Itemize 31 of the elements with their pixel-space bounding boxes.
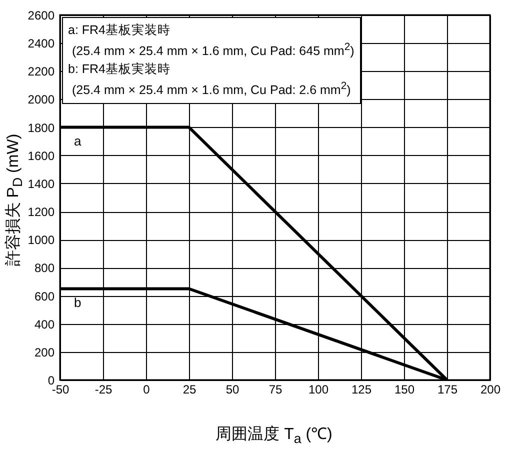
y-tick-label: 1200 — [28, 205, 55, 220]
y-tick-label: 600 — [34, 289, 55, 304]
annotation: (25.4 mm × 25.4 mm × 1.6 mm, Cu Pad: 645 mm$^{2}$) — [71, 41, 354, 60]
series-label: b — [74, 294, 82, 310]
y-tick-label: 2200 — [28, 64, 55, 79]
x-axis-title: 周囲温度 T$_{a}$ (℃) — [216, 426, 332, 448]
x-tick-label: 75 — [268, 382, 282, 396]
y-tick-label: 200 — [34, 345, 55, 360]
y-tick-label: 2000 — [28, 92, 55, 107]
y-tick-label: 1400 — [28, 176, 55, 191]
x-tick-label: 200 — [480, 382, 501, 396]
y-tick-label: 0 — [48, 374, 55, 388]
y-tick-label: 2600 — [28, 8, 55, 22]
y-tick-label: 1000 — [28, 233, 55, 248]
x-tick-label: 25 — [182, 382, 196, 396]
annotation: b: FR4基板実装時 — [68, 61, 172, 78]
annotation: a: FR4基板実装時 — [68, 22, 172, 39]
x-tick-label: -25 — [94, 382, 112, 396]
x-tick-label: 50 — [226, 382, 240, 396]
y-tick-label: 1600 — [28, 148, 55, 163]
x-tick-label: 175 — [437, 382, 458, 396]
y-tick-label: 800 — [34, 261, 55, 276]
series-label: a — [74, 133, 82, 148]
y-tick-label: 1800 — [28, 120, 55, 135]
y-tick-label: 400 — [34, 317, 55, 332]
annotation: (25.4 mm × 25.4 mm × 1.6 mm, Cu Pad: 2.6 mm$^{2}$) — [71, 80, 352, 100]
x-tick-label: 100 — [308, 382, 329, 396]
x-tick-label: 125 — [351, 382, 372, 396]
x-tick-label: 150 — [394, 382, 415, 396]
y-tick-label: 2400 — [28, 36, 55, 51]
x-tick-label: 0 — [143, 382, 150, 396]
